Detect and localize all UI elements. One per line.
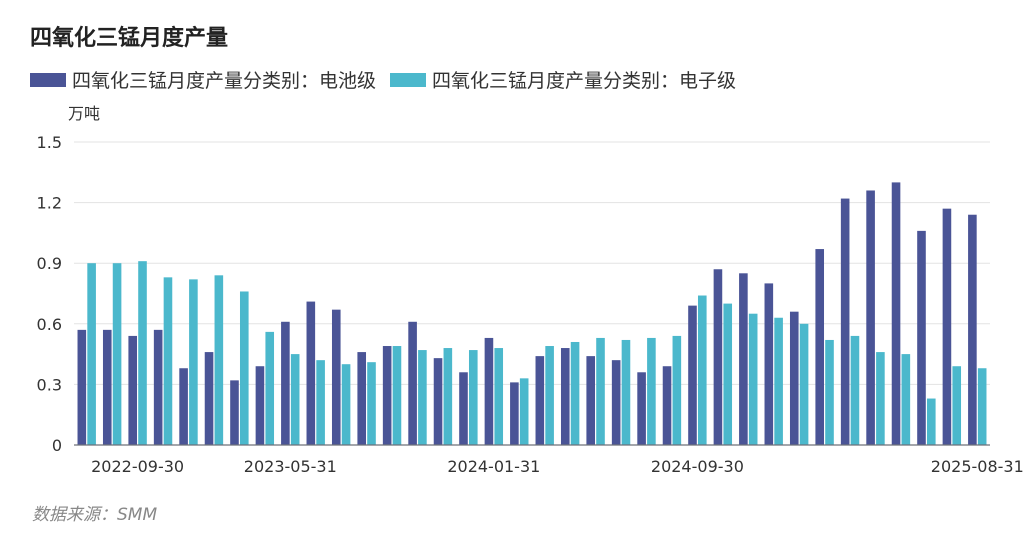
bar-battery-grade[interactable] <box>942 208 952 445</box>
y-tick-label: 0.6 <box>37 315 62 334</box>
bar-electronic-grade[interactable] <box>647 337 656 445</box>
y-tick-label: 1.5 <box>37 133 62 152</box>
bar-electronic-grade[interactable] <box>519 378 529 445</box>
x-tick-label: 2025-08-31 <box>931 457 1024 476</box>
bar-electronic-grade[interactable] <box>290 354 300 445</box>
legend: 四氧化三锰月度产量分类别：电池级 四氧化三锰月度产量分类别：电子级 <box>30 66 750 93</box>
legend-label-battery-grade: 四氧化三锰月度产量分类别：电池级 <box>72 70 377 92</box>
bar-electronic-grade[interactable] <box>87 263 96 445</box>
bar-battery-grade[interactable] <box>153 329 163 445</box>
bar-electronic-grade[interactable] <box>265 331 275 445</box>
chart-title: 四氧化三锰月度产量 <box>30 26 229 51</box>
bar-battery-grade[interactable] <box>306 301 316 445</box>
bar-battery-grade[interactable] <box>662 366 672 445</box>
bar-battery-grade[interactable] <box>459 372 468 445</box>
y-tick-label: 1.2 <box>37 194 62 213</box>
bar-battery-grade[interactable] <box>484 337 494 445</box>
x-tick-label: 2023-05-31 <box>244 457 337 476</box>
bar-battery-grade[interactable] <box>102 329 112 445</box>
bar-battery-grade[interactable] <box>815 249 825 445</box>
bar-electronic-grade[interactable] <box>901 354 911 445</box>
legend-swatch-battery-grade <box>30 72 66 87</box>
bar-battery-grade[interactable] <box>840 198 850 445</box>
bar-electronic-grade[interactable] <box>952 366 962 445</box>
bar-battery-grade[interactable] <box>255 366 265 445</box>
legend-item-electronic-grade[interactable]: 四氧化三锰月度产量分类别：电子级 <box>390 66 736 93</box>
bar-battery-grade[interactable] <box>586 356 596 445</box>
bar-electronic-grade[interactable] <box>189 279 198 445</box>
bar-battery-grade[interactable] <box>688 305 697 445</box>
bar-battery-grade[interactable] <box>357 352 367 445</box>
y-tick-label: 0.3 <box>37 375 62 394</box>
bar-battery-grade[interactable] <box>560 348 570 445</box>
bar-electronic-grade[interactable] <box>977 368 987 445</box>
bar-battery-grade[interactable] <box>382 346 392 445</box>
x-tick-label: 2024-09-30 <box>651 457 744 476</box>
bar-electronic-grade[interactable] <box>570 341 580 445</box>
bar-electronic-grade[interactable] <box>392 346 402 445</box>
bar-battery-grade[interactable] <box>917 230 926 445</box>
bar-electronic-grade[interactable] <box>926 398 936 445</box>
bar-battery-grade[interactable] <box>764 283 774 445</box>
bar-electronic-grade[interactable] <box>876 352 885 445</box>
bar-electronic-grade[interactable] <box>621 339 631 445</box>
y-tick-label: 0.9 <box>37 254 62 273</box>
bar-electronic-grade[interactable] <box>367 362 376 445</box>
bar-electronic-grade[interactable] <box>138 261 147 445</box>
bar-battery-grade[interactable] <box>510 382 519 445</box>
bar-electronic-grade[interactable] <box>468 350 478 445</box>
bar-electronic-grade[interactable] <box>341 364 351 445</box>
bar-electronic-grade[interactable] <box>799 323 809 445</box>
bar-battery-grade[interactable] <box>535 356 545 445</box>
bar-battery-grade[interactable] <box>408 321 417 445</box>
bar-battery-grade[interactable] <box>789 311 799 445</box>
bar-electronic-grade[interactable] <box>316 360 325 445</box>
bar-battery-grade[interactable] <box>713 269 723 445</box>
bar-battery-grade[interactable] <box>281 321 290 445</box>
bar-battery-grade[interactable] <box>891 182 901 445</box>
bar-electronic-grade[interactable] <box>418 350 427 445</box>
bar-battery-grade[interactable] <box>611 360 621 445</box>
legend-swatch-electronic-grade <box>390 72 427 87</box>
bar-electronic-grade[interactable] <box>697 295 707 445</box>
bar-electronic-grade[interactable] <box>214 275 224 445</box>
bar-battery-grade[interactable] <box>637 372 646 445</box>
x-tick-label: 2022-09-30 <box>91 457 184 476</box>
bar-electronic-grade[interactable] <box>163 277 173 445</box>
bar-electronic-grade[interactable] <box>748 313 758 445</box>
bar-electronic-grade[interactable] <box>723 303 733 445</box>
bar-electronic-grade[interactable] <box>239 291 249 445</box>
bar-electronic-grade[interactable] <box>774 317 783 445</box>
bar-battery-grade[interactable] <box>128 335 138 445</box>
bar-battery-grade[interactable] <box>739 273 748 445</box>
legend-label-electronic-grade: 四氧化三锰月度产量分类别：电子级 <box>432 70 737 92</box>
bar-electronic-grade[interactable] <box>494 348 504 445</box>
data-source: 数据来源：SMM <box>32 505 158 525</box>
bar-electronic-grade[interactable] <box>850 335 860 445</box>
y-tick-label: 0 <box>52 436 62 455</box>
bar-electronic-grade[interactable] <box>545 346 554 445</box>
x-tick-label: 2024-01-31 <box>447 457 540 476</box>
bar-electronic-grade[interactable] <box>825 339 834 445</box>
bar-battery-grade[interactable] <box>433 358 443 445</box>
bar-battery-grade[interactable] <box>230 380 239 445</box>
bar-battery-grade[interactable] <box>968 214 977 445</box>
bar-electronic-grade[interactable] <box>596 337 605 445</box>
bar-battery-grade[interactable] <box>179 368 188 445</box>
bar-electronic-grade[interactable] <box>112 263 122 445</box>
y-axis-unit: 万吨 <box>68 104 101 123</box>
bar-battery-grade[interactable] <box>331 309 341 445</box>
legend-item-battery-grade[interactable]: 四氧化三锰月度产量分类别：电池级 <box>30 66 376 93</box>
bar-electronic-grade[interactable] <box>672 335 682 445</box>
bar-battery-grade[interactable] <box>204 352 214 445</box>
bar-electronic-grade[interactable] <box>443 348 453 445</box>
bar-battery-grade[interactable] <box>866 190 875 445</box>
bar-battery-grade[interactable] <box>77 329 87 445</box>
